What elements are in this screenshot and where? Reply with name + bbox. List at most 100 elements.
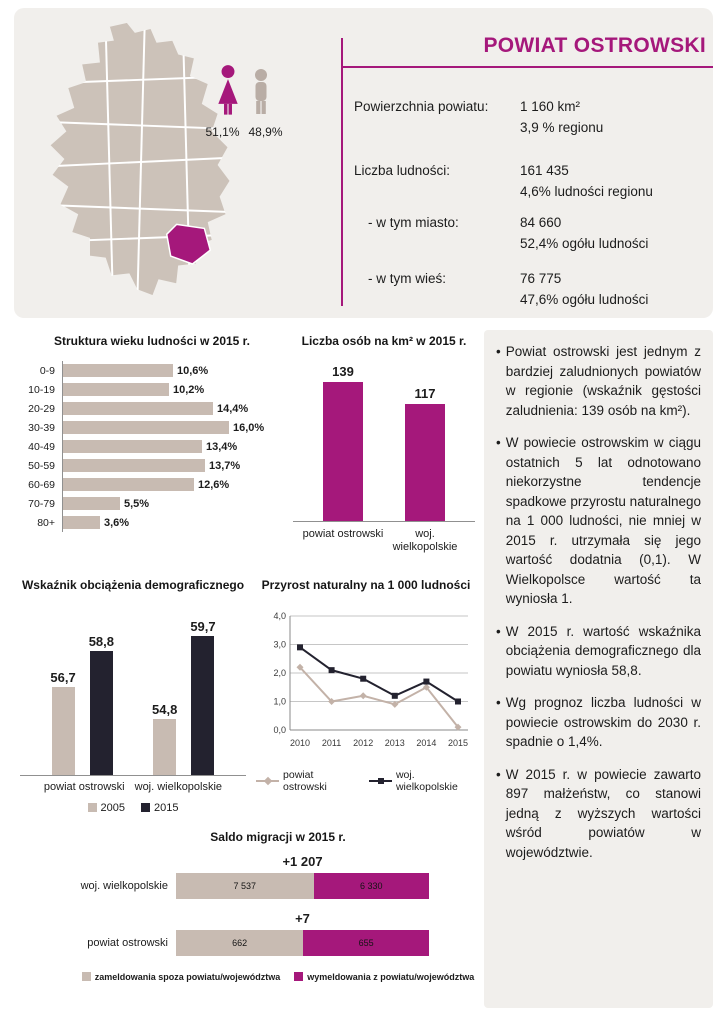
migration-inflow-segment: 662	[176, 930, 304, 956]
legend-label: powiat ostrowski	[283, 769, 327, 793]
legend-label: wymeldowania z powiatu/województwa	[307, 972, 475, 982]
age-bar	[63, 421, 229, 434]
dependency-category-label: powiat ostrowski	[43, 781, 125, 793]
age-category-label: 10-19	[28, 383, 55, 396]
svg-text:0,0: 0,0	[273, 725, 286, 735]
age-value-label: 16,0%	[233, 421, 265, 434]
sidebar-bullet: • W 2015 r. w powiecie zawarto 897 małżeń…	[496, 765, 701, 863]
stat-value-block: 76 775 47,6% ogółu ludności	[520, 268, 706, 310]
legend-swatch-2015-icon	[141, 803, 150, 812]
svg-text:2012: 2012	[353, 738, 373, 748]
migration-row: +1 207 woj. wielkopolskie 7 537 6 330	[80, 854, 476, 899]
legend-item-outflow: wymeldowania z powiatu/województwa	[294, 972, 474, 982]
stat-value-block: 1 160 km² 3,9 % regionu	[520, 96, 706, 138]
density-bar-column: 117	[384, 386, 466, 521]
header-panel: 51,1% 48,9% POWIAT OSTROWSKI Powierzchni…	[14, 8, 713, 318]
legend-item-powiat: powiat ostrowski	[256, 769, 357, 793]
age-bar	[63, 364, 173, 377]
dependency-value-label: 56,7	[50, 670, 76, 685]
dependency-bar	[191, 636, 215, 775]
age-bar-row: 70-79 5,5%	[16, 494, 288, 513]
stat-value-block: 84 660 52,4% ogółu ludności	[520, 212, 706, 254]
dependency-plot: 56,7 58,8 54,8 59,7	[20, 616, 246, 776]
age-bar-area: 5,5%	[62, 494, 288, 513]
bullet-icon: •	[496, 435, 501, 450]
dependency-bar-column: 59,7	[190, 619, 216, 775]
migration-bar-row: powiat ostrowski 662 655	[80, 930, 476, 956]
chart-title: Liczba osób na km² w 2015 r.	[301, 334, 467, 348]
vertical-divider	[341, 38, 343, 306]
legend-item-inflow: zameldowania spoza powiatu/województwa	[81, 972, 281, 982]
bullet-text: W 2015 r. wartość wskaźnika obciążenia d…	[505, 623, 701, 678]
stat-row-rural: - w tym wieś: 76 775 47,6% ogółu ludnośc…	[354, 268, 706, 310]
stat-subvalue: 47,6% ogółu ludności	[520, 292, 649, 307]
natural-increase-plot: 0,0 1,0 2,0 3,0 4,0 2010 2011 2012 2013 2014 2015	[273, 611, 468, 748]
sidebar-bullet: • Powiat ostrowski jest jednym z bardziej…	[496, 342, 701, 420]
sidebar-bullets: • Powiat ostrowski jest jednym z bardziej…	[496, 342, 701, 862]
stat-value: 1 160 km²	[520, 99, 581, 114]
sidebar-bullet: • Wg prognoz liczba ludności w powiecie o…	[496, 693, 701, 752]
natural-increase-legend: powiat ostrowski woj. wielkopolskie	[256, 769, 476, 793]
migration-outflow-segment: 655	[303, 930, 429, 956]
sidebar-bullet: • W 2015 r. wartość wskaźnika obciążenia …	[496, 622, 701, 681]
male-percentage: 48,9%	[248, 125, 283, 139]
svg-text:2015: 2015	[448, 738, 468, 748]
stat-row-urban: - w tym miasto: 84 660 52,4% ogółu ludno…	[354, 212, 706, 254]
age-structure-chart: Struktura wieku ludności w 2015 r. 0-9 10…	[16, 334, 288, 532]
age-bar-row: 50-59 13,7%	[16, 456, 288, 475]
dependency-value-label: 54,8	[152, 702, 178, 717]
bullet-icon: •	[496, 623, 501, 639]
age-value-label: 10,2%	[173, 383, 205, 396]
wielkopolska-map	[49, 21, 231, 297]
stat-value: 76 775	[520, 271, 562, 286]
age-bar-row: 60-69 12,6%	[16, 475, 288, 494]
density-bar-column: 139	[302, 364, 384, 521]
age-value-label: 13,7%	[209, 459, 241, 472]
stat-label: Powierzchnia powiatu:	[354, 99, 489, 114]
bullet-icon: •	[496, 766, 501, 782]
age-category-label: 60-69	[28, 478, 55, 491]
density-plot: 139 117	[293, 356, 475, 522]
age-value-label: 10,6%	[177, 364, 209, 377]
migration-bar: 662 655	[176, 930, 429, 956]
dependency-cats: powiat ostrowski woj. wielkopolskie	[20, 781, 246, 793]
density-value-label: 139	[332, 364, 354, 379]
age-bar	[63, 459, 205, 472]
age-bar-area: 12,6%	[62, 475, 288, 494]
age-value-label: 5,5%	[124, 497, 150, 510]
stat-label: Liczba ludności:	[354, 163, 451, 178]
chart-title: Wskaźnik obciążenia demograficznego	[21, 578, 245, 592]
natural-increase-chart: Przyrost naturalny na 1 000 ludności 0,0…	[256, 578, 476, 793]
dependency-chart: Wskaźnik obciążenia demograficznego 56,7…	[20, 578, 246, 814]
age-bar-area: 13,4%	[62, 437, 288, 456]
migration-rows: +1 207 woj. wielkopolskie 7 537 6 330 +7 powi…	[80, 854, 476, 956]
stat-subvalue: 4,6% ludności regionu	[520, 184, 653, 199]
age-bar-area: 3,6%	[62, 513, 288, 532]
age-bar-area: 13,7%	[62, 456, 288, 475]
age-bar-row: 80+ 3,6%	[16, 513, 288, 532]
legend-label: zameldowania spoza powiatu/województwa	[94, 972, 281, 982]
stat-value-block: 161 435 4,6% ludności regionu	[520, 160, 706, 202]
chart-title: Przyrost naturalny na 1 000 ludności	[261, 578, 471, 592]
svg-text:2011: 2011	[322, 738, 341, 748]
dependency-legend: 2005 2015	[20, 802, 246, 814]
age-category-label: 20-29	[28, 402, 55, 415]
age-category-label: 80+	[37, 516, 55, 529]
gender-split: 51,1% 48,9%	[194, 64, 294, 139]
dependency-value-label: 59,7	[190, 619, 216, 634]
age-bar-area: 10,6%	[62, 361, 288, 380]
highlighted-powiat-ostrowski	[165, 223, 212, 265]
bullet-text: W 2015 r. w powiecie zawarto 897 małżeńs…	[505, 766, 701, 860]
stat-value: 161 435	[520, 163, 569, 178]
stat-subvalue: 3,9 % regionu	[520, 120, 604, 135]
legend-swatch-inflow-icon	[81, 972, 91, 981]
density-category-label: woj. wielkopolskie	[392, 528, 458, 553]
stat-value: 84 660	[520, 215, 562, 230]
gender-percentages: 51,1% 48,9%	[194, 125, 294, 139]
stat-row-population: Liczba ludności: 161 435 4,6% ludności r…	[354, 160, 706, 202]
migration-total-label: +7	[295, 911, 310, 926]
legend-item-2015: 2015	[141, 802, 178, 814]
legend-label: woj. wielkopolskie	[395, 769, 458, 793]
page-title: POWIAT OSTROWSKI	[483, 34, 706, 57]
